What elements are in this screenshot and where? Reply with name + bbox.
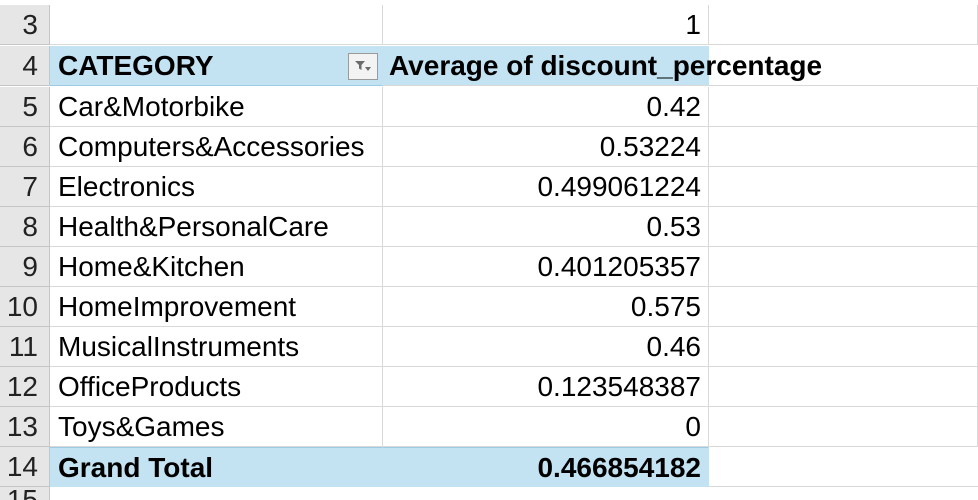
cell-B3[interactable]: 1: [383, 5, 709, 45]
row-header[interactable]: 8: [0, 207, 50, 247]
category-cell[interactable]: Health&PersonalCare: [50, 207, 383, 247]
empty-cell[interactable]: [709, 247, 978, 287]
value-cell[interactable]: 0.46: [383, 327, 709, 367]
empty-cell[interactable]: [709, 207, 978, 247]
pivot-row-label-header[interactable]: CATEGORY: [50, 46, 383, 86]
row-header[interactable]: 11: [0, 327, 50, 367]
category-cell[interactable]: Car&Motorbike: [50, 87, 383, 127]
sheet-row-15: 15: [0, 487, 978, 500]
category-cell[interactable]: Computers&Accessories: [50, 127, 383, 167]
row-header-15[interactable]: 15: [0, 487, 50, 500]
sheet-row-3: 3 1: [0, 5, 978, 45]
row-header[interactable]: 9: [0, 247, 50, 287]
value-cell[interactable]: 0.53224: [383, 127, 709, 167]
pivot-data-row: 7 Electronics 0.499061224: [0, 167, 978, 207]
value-cell[interactable]: 0.575: [383, 287, 709, 327]
pivot-data-row: 6 Computers&Accessories 0.53224: [0, 127, 978, 167]
empty-cell[interactable]: [709, 287, 978, 327]
category-cell[interactable]: Electronics: [50, 167, 383, 207]
pivot-data-row: 13 Toys&Games 0: [0, 407, 978, 447]
row-header[interactable]: 10: [0, 287, 50, 327]
value-cell[interactable]: 0.401205357: [383, 247, 709, 287]
pivot-data-row: 12 OfficeProducts 0.123548387: [0, 367, 978, 407]
row-header[interactable]: 12: [0, 367, 50, 407]
category-cell[interactable]: MusicalInstruments: [50, 327, 383, 367]
pivot-header-row: 4 CATEGORY Average of discount_percentag…: [0, 46, 978, 86]
row-header[interactable]: 6: [0, 127, 50, 167]
filter-dropdown-icon[interactable]: [348, 53, 378, 80]
grand-total-value[interactable]: 0.466854182: [383, 447, 709, 487]
pivot-data-row: 9 Home&Kitchen 0.401205357: [0, 247, 978, 287]
empty-cell[interactable]: [709, 127, 978, 167]
pivot-data-row: 11 MusicalInstruments 0.46: [0, 327, 978, 367]
value-cell[interactable]: 0.499061224: [383, 167, 709, 207]
row-header-3[interactable]: 3: [0, 5, 50, 45]
empty-cell[interactable]: [709, 407, 978, 447]
grand-total-label[interactable]: Grand Total: [50, 447, 383, 487]
category-cell[interactable]: Toys&Games: [50, 407, 383, 447]
category-cell[interactable]: Home&Kitchen: [50, 247, 383, 287]
pivot-value-header[interactable]: Average of discount_percentage: [383, 46, 822, 86]
pivot-data-row: 8 Health&PersonalCare 0.53: [0, 207, 978, 247]
row-header[interactable]: 7: [0, 167, 50, 207]
cell-C14[interactable]: [709, 447, 978, 487]
cell-A3[interactable]: [50, 5, 383, 45]
value-cell[interactable]: 0.123548387: [383, 367, 709, 407]
row-header[interactable]: 5: [0, 87, 50, 127]
pivot-data-row: 10 HomeImprovement 0.575: [0, 287, 978, 327]
value-cell[interactable]: 0: [383, 407, 709, 447]
value-cell[interactable]: 0.42: [383, 87, 709, 127]
grand-total-row: 14 Grand Total 0.466854182: [0, 447, 978, 487]
empty-cell[interactable]: [709, 367, 978, 407]
value-cell[interactable]: 0.53: [383, 207, 709, 247]
row-header-4[interactable]: 4: [0, 46, 50, 86]
row-header-14[interactable]: 14: [0, 447, 50, 487]
row-header[interactable]: 13: [0, 407, 50, 447]
cell-C4[interactable]: [709, 46, 978, 86]
category-cell[interactable]: HomeImprovement: [50, 287, 383, 327]
empty-cell[interactable]: [709, 87, 978, 127]
cell-C3[interactable]: [709, 5, 978, 45]
empty-cell[interactable]: [709, 327, 978, 367]
pivot-data-row: 5 Car&Motorbike 0.42: [0, 87, 978, 127]
category-cell[interactable]: OfficeProducts: [50, 367, 383, 407]
empty-cell[interactable]: [709, 167, 978, 207]
